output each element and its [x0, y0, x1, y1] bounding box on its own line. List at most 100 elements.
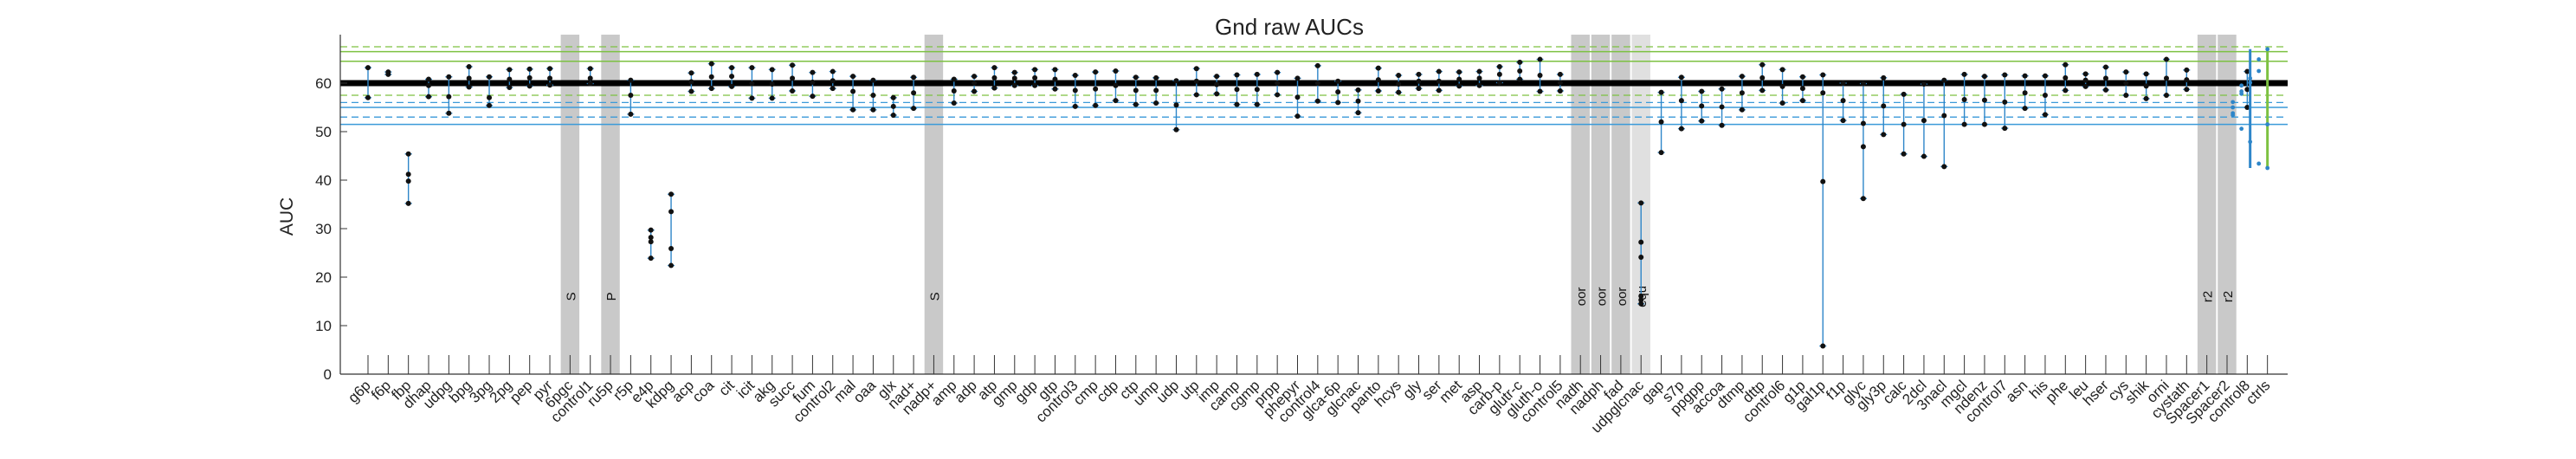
point-calc-1 — [1901, 91, 1907, 97]
point-gal1p-0 — [1820, 343, 1826, 349]
point-met-2 — [1456, 76, 1462, 82]
point-imp-2 — [1214, 81, 1220, 87]
series-control7 — [2001, 72, 2009, 132]
point-glcnac-2 — [1355, 98, 1361, 104]
point-bpg-2 — [466, 75, 472, 81]
series-kdpg — [668, 191, 675, 268]
point-amp-0 — [951, 100, 957, 106]
series-panto — [1374, 65, 1382, 94]
series-shik — [2142, 71, 2150, 101]
point-kdpg-3 — [668, 245, 675, 251]
point-dtmp-2 — [1739, 90, 1745, 96]
point-camp-2 — [1234, 87, 1240, 93]
point-icit-0 — [749, 95, 755, 101]
point-ctrls-3 — [2256, 68, 2262, 74]
point-atp-1 — [991, 65, 997, 71]
band-spacer1 — [2197, 35, 2217, 374]
point-3pg-0 — [487, 102, 493, 108]
x-tick-label-ctrls: ctrls — [2243, 377, 2273, 407]
series-gal1p — [1819, 72, 1827, 349]
point-cys-0 — [2123, 93, 2129, 98]
point-udp-2 — [1173, 102, 1179, 108]
point-2dcl-1 — [1921, 81, 1927, 87]
point-2pg-0 — [507, 85, 513, 91]
point-e4p-1 — [648, 227, 654, 233]
point-f1p-0 — [1840, 118, 1846, 124]
series-udpglcnac — [1637, 200, 1645, 307]
point-akg-0 — [769, 95, 775, 101]
point-icit-2 — [749, 81, 755, 87]
point-udpglcnac-2 — [1638, 239, 1644, 245]
series-dhap — [425, 76, 433, 100]
chart-axes: 0 10 20 30 40 50 60 — [315, 35, 2288, 383]
series-amp — [950, 76, 958, 106]
point-dttp-1 — [1759, 61, 1766, 68]
series-3nacl — [1940, 77, 1948, 170]
series-asp — [1475, 68, 1483, 88]
point-glx-1 — [890, 94, 896, 100]
band-nadh — [1571, 35, 1590, 374]
series-hcys — [1395, 73, 1403, 95]
point-adp-2 — [972, 81, 978, 86]
series-udpg — [445, 74, 453, 116]
point-udp-1 — [1173, 78, 1179, 84]
series-glutr-c — [1516, 59, 1524, 82]
chart-bands: SPSoorooroorequr2r2 — [560, 35, 2237, 374]
point-ctrls-4 — [2265, 122, 2270, 127]
series-gtp — [1051, 67, 1059, 92]
series-gly3p — [1880, 74, 1888, 138]
series-atp — [991, 65, 998, 91]
series-mgcl — [1960, 71, 1968, 127]
series-mal — [849, 74, 857, 113]
point-phepyr-1 — [1294, 75, 1301, 81]
series-control1 — [586, 66, 594, 87]
point-dtmp-1 — [1739, 74, 1745, 80]
point-cit-2 — [729, 74, 735, 80]
y-tick-label-0: 0 — [324, 366, 332, 383]
y-tick-label-60: 60 — [315, 75, 332, 92]
series-phepyr — [1294, 75, 1301, 120]
point-gly-1 — [1416, 71, 1422, 77]
series-control2 — [829, 68, 836, 92]
point-phepyr-2 — [1294, 94, 1301, 100]
point-gal1p-3 — [1820, 90, 1826, 96]
point-ctrls-7 — [2248, 139, 2253, 145]
point-gal1p-1 — [1820, 72, 1826, 78]
point-cystath-2 — [2184, 77, 2190, 83]
point-ctrls-14 — [2265, 47, 2270, 52]
point-control6-0 — [1779, 100, 1785, 106]
point-udpg-2 — [446, 94, 452, 100]
point-adp-1 — [972, 74, 978, 80]
series-gluth-o — [1536, 56, 1544, 94]
series-acp — [688, 70, 695, 94]
series-ctrls — [2231, 47, 2270, 171]
band-ru5p — [601, 35, 620, 374]
band-label-fad: oor — [1615, 288, 1630, 307]
point-udpglcnac-1 — [1638, 200, 1644, 206]
point-ctp-0 — [1133, 101, 1139, 107]
series-leu — [2082, 71, 2089, 89]
series-fum — [809, 69, 817, 100]
point-dttp-0 — [1759, 87, 1766, 94]
point-fum-2 — [810, 79, 816, 85]
series-2pg — [506, 67, 513, 91]
band-label-nadh: oor — [1574, 288, 1589, 307]
y-tick-label-10: 10 — [315, 318, 332, 334]
point-pep-0 — [526, 83, 533, 89]
point-glcnac-1 — [1355, 87, 1361, 93]
point-control2-1 — [830, 68, 836, 74]
point-coa-0 — [708, 86, 714, 92]
series-cdp — [1112, 68, 1120, 104]
series-utp — [1192, 66, 1200, 98]
point-nad-0 — [911, 106, 917, 112]
series-glcnac — [1354, 87, 1362, 116]
point-kdpg-0 — [668, 262, 675, 268]
series-adp — [971, 74, 978, 94]
point-imp-1 — [1214, 74, 1220, 80]
point-mgcl-1 — [1961, 71, 1967, 77]
point-asn-1 — [2022, 73, 2028, 79]
point-control1-0 — [587, 81, 593, 87]
point-amp-1 — [951, 76, 957, 82]
band-fad — [1611, 35, 1630, 374]
